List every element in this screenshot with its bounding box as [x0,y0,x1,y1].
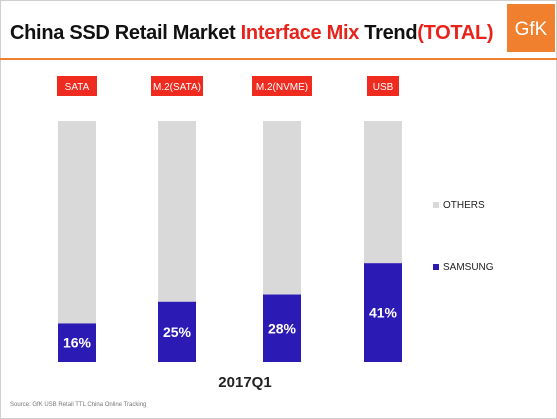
title-accent-total: (TOTAL) [417,22,494,44]
legend-swatch-others [433,202,439,208]
data-label-samsung-m-2-nvme: 28% [268,320,297,336]
period-label: 2017Q1 [218,374,271,391]
page-title: China SSD Retail Market Interface Mix Tr… [10,22,494,45]
data-label-samsung-m-2-sata: 25% [163,324,192,340]
category-label-sata: SATA [65,82,90,93]
bar-others-usb [364,121,402,264]
category-label-bg-m-2-nvme [252,76,312,96]
bar-others-m-2-nvme [263,121,301,295]
bar-samsung-sata [58,323,96,362]
category-label-bg-m-2-sata [151,76,203,96]
data-label-samsung-usb: 41% [369,305,398,321]
legend-label-samsung: SAMSUNG [443,262,494,273]
header: China SSD Retail Market Interface Mix Tr… [0,0,557,60]
category-label-bg-sata [57,76,97,96]
category-label-m-2-sata: M.2(SATA) [153,82,201,93]
legend-label-others: OTHERS [443,200,485,211]
gfk-logo-text: GfK [515,19,548,40]
bar-samsung-usb [364,263,402,362]
bar-samsung-m-2-sata [158,301,196,362]
title-part-1: China SSD Retail Market [10,22,241,44]
legend-swatch-samsung [433,264,439,270]
source-note: Source: GfK USB Retail TTL China Online … [10,402,147,408]
gfk-logo: GfK [507,4,555,52]
title-accent-interface-mix: Interface Mix [240,22,360,44]
category-label-usb: USB [373,82,394,93]
data-label-samsung-sata: 16% [63,335,92,351]
category-label-m-2-nvme: M.2(NVME) [256,82,308,93]
category-label-bg-usb [367,76,399,96]
bar-samsung-m-2-nvme [263,294,301,362]
bar-others-sata [58,121,96,324]
title-underline [0,58,557,60]
gfk-logo-background [507,4,555,52]
title-part-2: Trend [359,22,418,44]
bar-others-m-2-sata [158,121,196,302]
